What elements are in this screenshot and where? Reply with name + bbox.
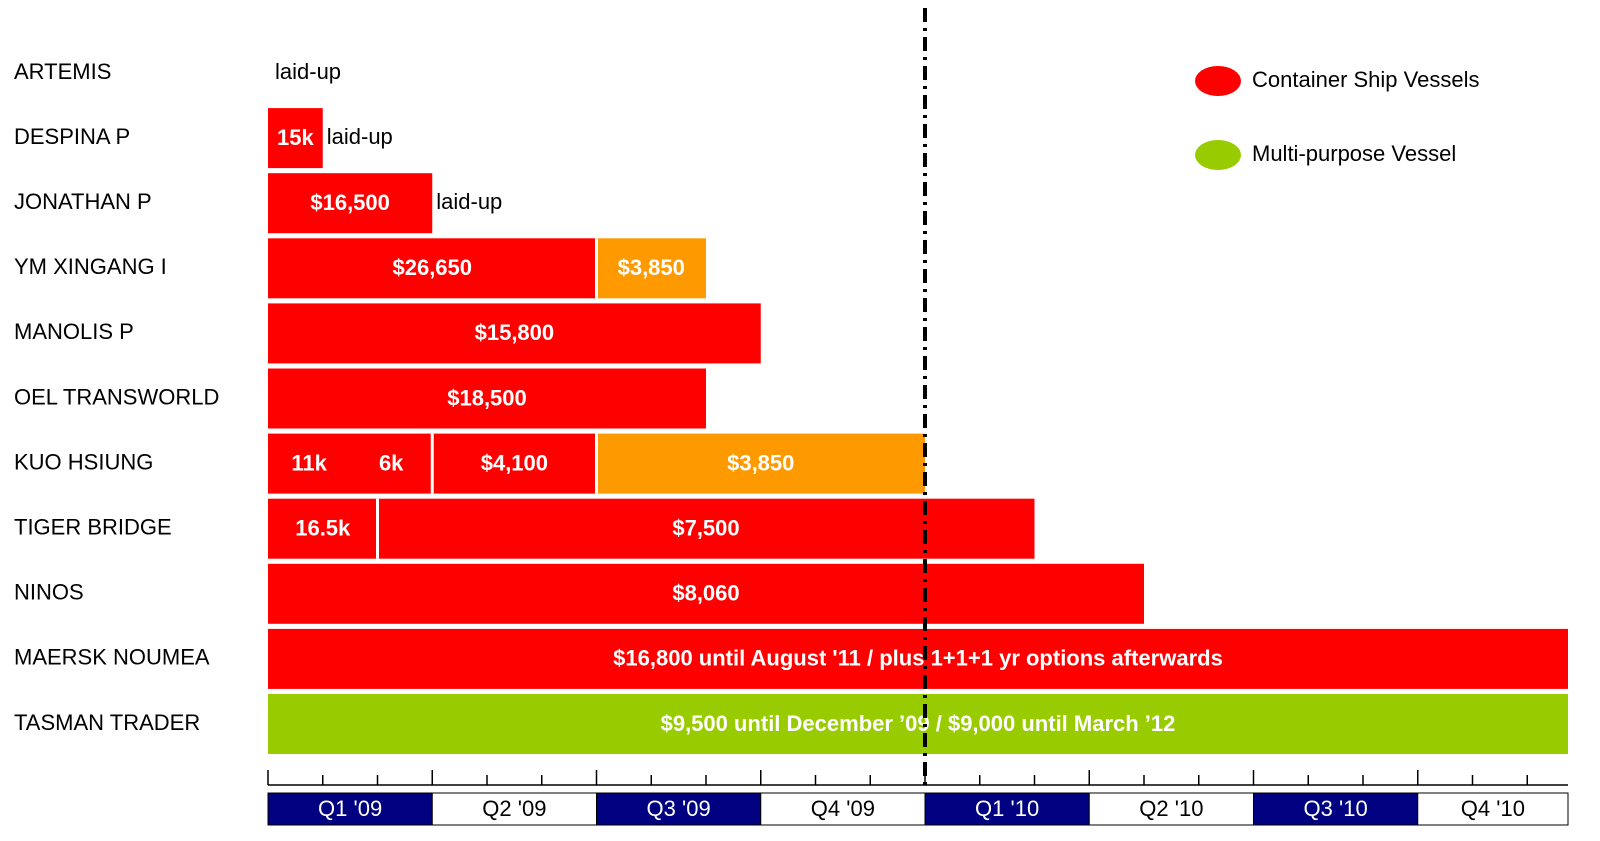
charter-bar [268, 108, 323, 169]
charter-bar [268, 498, 378, 559]
bar-label: $26,650 [392, 255, 472, 280]
bar-label: 11k [291, 450, 327, 475]
quarter-label: Q3 '09 [647, 796, 711, 821]
bar-label: $9,500 until December ’09 / $9,000 until… [661, 711, 1176, 736]
quarter-cell [1088, 792, 1254, 826]
vessel-name: YM XINGANG I [14, 254, 167, 279]
quarter-cell [431, 792, 597, 826]
bar-label: $3,850 [727, 450, 794, 475]
legend-swatch [1195, 66, 1241, 96]
vessel-name: JONATHAN P [14, 189, 152, 214]
bar-label: $8,060 [672, 581, 739, 606]
charter-bar [268, 368, 706, 429]
quarter-label: Q3 '10 [1304, 796, 1368, 821]
vessel-name: ARTEMIS [14, 59, 111, 84]
bar-label: $3,850 [618, 255, 685, 280]
bars: 15k $16,500 $26,650 $3,850 $15,800 $18,500 11k… [268, 108, 1568, 754]
quarter-label: Q2 '10 [1139, 796, 1203, 821]
quarter-label: Q4 '10 [1461, 796, 1525, 821]
vessel-name: MANOLIS P [14, 319, 134, 344]
charter-bar [268, 303, 761, 364]
bar-label: $16,500 [310, 190, 390, 215]
bar-label: $16,800 until August '11 / plus 1+1+1 yr… [613, 646, 1223, 671]
legend-label: Multi-purpose Vessel [1252, 141, 1456, 166]
quarter-label: Q4 '09 [811, 796, 875, 821]
bar-label: $18,500 [447, 385, 527, 410]
vessel-name: TASMAN TRADER [14, 710, 200, 735]
charter-bar [268, 628, 1568, 689]
charter-bar [596, 433, 925, 494]
status-note: laid-up [436, 189, 502, 214]
quarter-label: Q1 '09 [318, 796, 382, 821]
legend-label: Container Ship Vessels [1252, 67, 1479, 92]
vessel-name: KUO HSIUNG [14, 449, 153, 474]
bar-label: 6k [379, 450, 404, 475]
charter-bar [268, 563, 1144, 624]
quarter-cell [267, 792, 433, 826]
quarter-label: Q2 '09 [482, 796, 546, 821]
charter-bar [268, 433, 433, 494]
vessel-name: DESPINA P [14, 124, 130, 149]
bar-label: 16.5k [295, 516, 351, 541]
vessel-name: TIGER BRIDGE [14, 515, 172, 540]
bar-label: $7,500 [672, 516, 739, 541]
vessel-name: MAERSK NOUMEA [14, 645, 210, 670]
quarter-cell [1417, 792, 1569, 826]
charter-bar [596, 238, 706, 299]
bar-label: $15,800 [475, 320, 555, 345]
status-note: laid-up [327, 124, 393, 149]
vessel-name: OEL TRANSWORLD [14, 384, 219, 409]
vessel-name: NINOS [14, 580, 84, 605]
quarter-cell [760, 792, 926, 826]
charter-bar [268, 694, 1568, 754]
bar-label: $4,100 [481, 450, 548, 475]
charter-bar [432, 433, 597, 494]
charter-bar [268, 238, 597, 299]
quarter-cell [596, 792, 762, 826]
legend-swatch [1195, 140, 1241, 170]
charter-bar [268, 173, 433, 234]
quarter-label: Q1 '10 [975, 796, 1039, 821]
bar-label: 15k [277, 125, 314, 150]
quarter-cell [924, 792, 1090, 826]
status-note: laid-up [275, 59, 341, 84]
